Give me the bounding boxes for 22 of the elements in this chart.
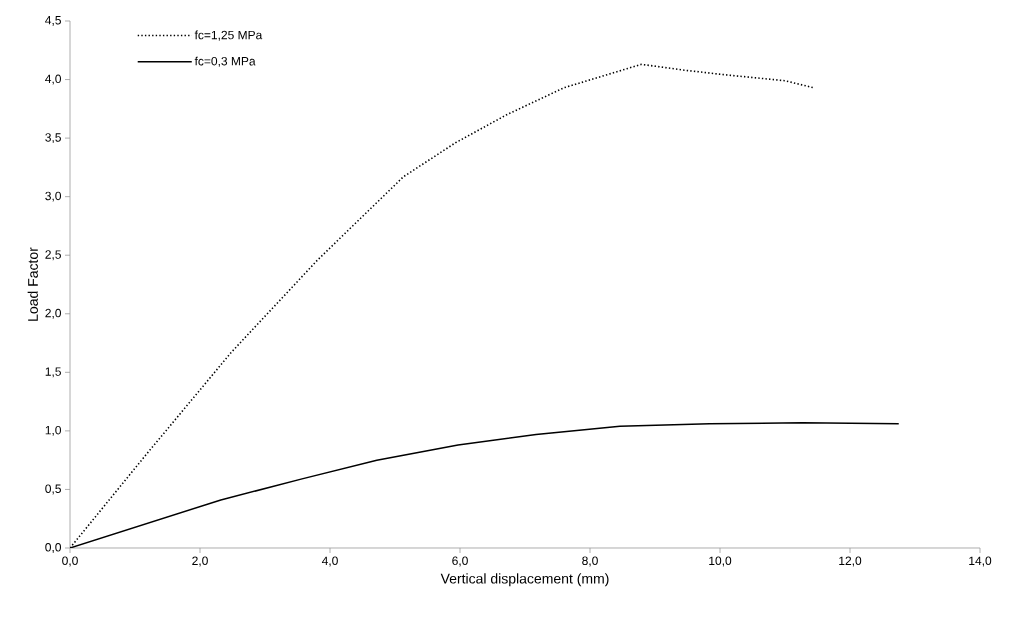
x-tick-label: 8,0 [582,556,598,567]
x-tick-label: 6,0 [452,556,468,567]
legend-label: fc=0,3 MPa [194,56,256,67]
y-tick-label: 4,5 [45,16,61,26]
y-tick-label: 3,0 [45,191,62,202]
x-tick-label: 0,0 [62,556,78,567]
y-tick-label: 1,0 [45,425,62,436]
y-tick-label: 1,5 [45,367,61,378]
x-tick-label: 10,0 [709,556,732,567]
x-tick-label: 2,0 [192,556,208,567]
y-tick-label: 2,5 [45,250,61,261]
y-tick-label: 0,5 [45,484,61,495]
x-tick-label: 12,0 [839,556,862,567]
x-axis-title: Vertical displacement (mm) [440,573,609,587]
legend-label: fc=1,25 MPa [194,30,263,41]
y-tick-label: 2,0 [45,308,62,319]
y-tick-label: 4,0 [45,74,62,85]
y-axis-title: Load Factor [27,247,38,321]
y-tick-label: 3,5 [45,133,61,144]
y-tick-label: 0,0 [45,543,62,553]
x-tick-label: 4,0 [321,556,338,567]
x-tick-label: 14,0 [969,556,992,567]
